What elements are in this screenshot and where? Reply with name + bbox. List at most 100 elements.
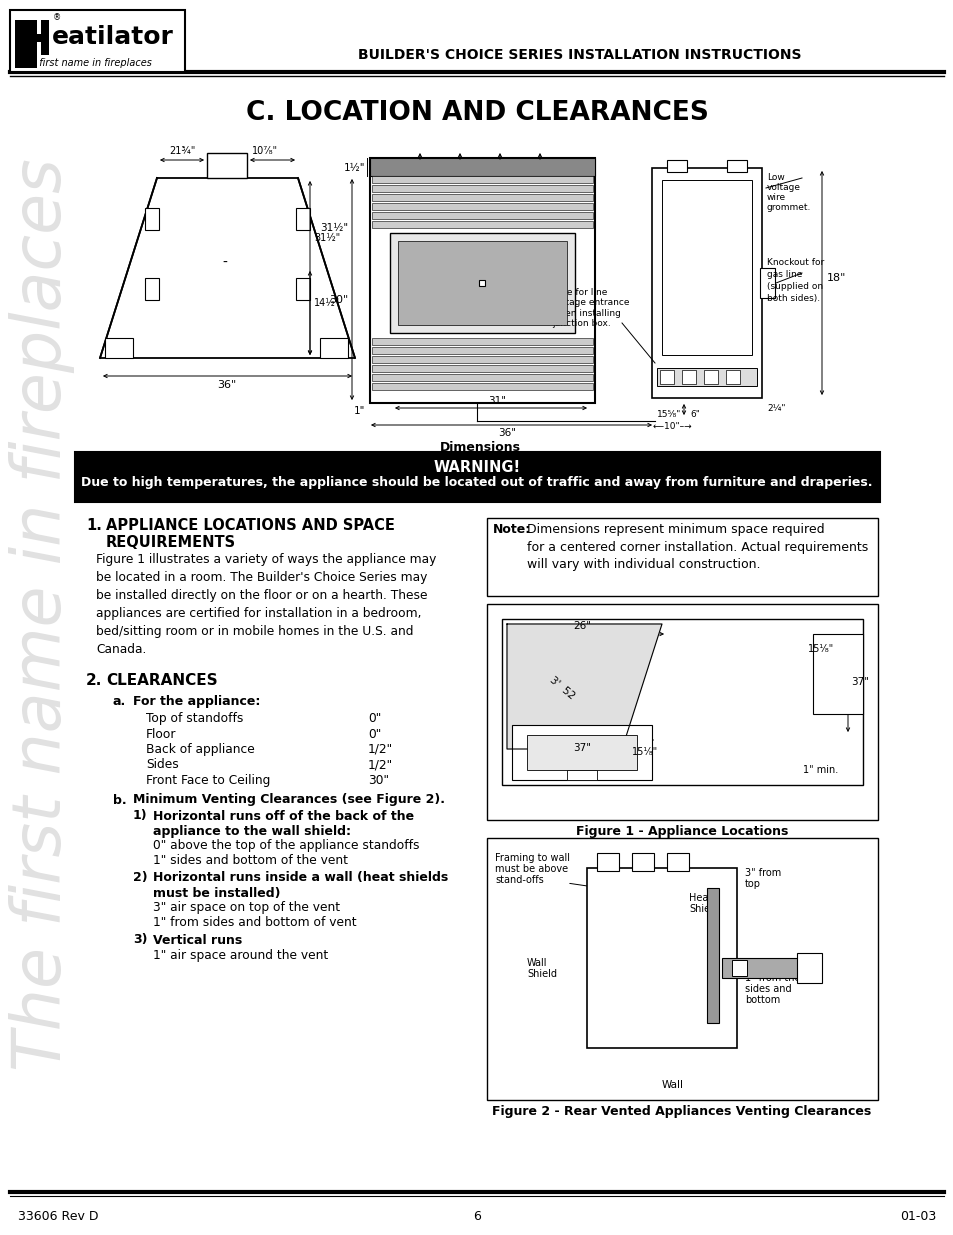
Bar: [812, 634, 862, 714]
Bar: [370, 158, 595, 177]
Text: 14½": 14½": [314, 298, 340, 308]
Text: The first name in fireplaces: The first name in fireplaces: [9, 158, 75, 1072]
Text: 15⁵⁄₈": 15⁵⁄₈": [657, 410, 680, 419]
Text: Low: Low: [766, 173, 784, 182]
Text: Sides: Sides: [146, 758, 178, 772]
Text: 36": 36": [217, 380, 236, 390]
Bar: [372, 374, 593, 382]
Text: Minimum Venting Clearances (see Figure 2).: Minimum Venting Clearances (see Figure 2…: [132, 794, 444, 806]
Bar: [586, 868, 737, 1049]
Text: C. LOCATION AND CLEARANCES: C. LOCATION AND CLEARANCES: [245, 100, 708, 126]
Text: Front Face to Ceiling: Front Face to Ceiling: [146, 774, 270, 787]
Bar: [796, 953, 821, 983]
Bar: [661, 180, 751, 354]
Bar: [390, 233, 575, 333]
Text: 1" from the: 1" from the: [744, 973, 800, 983]
Text: WARNING!: WARNING!: [433, 459, 520, 475]
Text: 18": 18": [826, 273, 845, 283]
Bar: [597, 853, 618, 871]
Text: Wall: Wall: [661, 1079, 683, 1091]
Bar: [295, 207, 310, 230]
Text: 3): 3): [132, 934, 148, 946]
Bar: [706, 888, 719, 1023]
Bar: [725, 370, 740, 384]
Bar: [478, 280, 484, 287]
Bar: [486, 604, 877, 820]
Text: Framing to wall: Framing to wall: [495, 853, 569, 863]
Text: 3'  52: 3' 52: [547, 674, 576, 701]
Bar: [372, 366, 593, 372]
Polygon shape: [506, 624, 661, 748]
Text: 1.: 1.: [86, 517, 102, 534]
Text: 0" above the top of the appliance standoffs: 0" above the top of the appliance stando…: [152, 840, 419, 852]
Bar: [145, 207, 159, 230]
Bar: [75, 452, 879, 501]
Bar: [145, 278, 159, 300]
Bar: [397, 241, 566, 325]
Bar: [372, 203, 593, 210]
Text: Dimensions: Dimensions: [439, 441, 520, 454]
Text: must be installed): must be installed): [152, 887, 280, 899]
Bar: [372, 177, 593, 183]
Bar: [372, 383, 593, 390]
Text: 1" from sides and bottom of vent: 1" from sides and bottom of vent: [152, 915, 356, 929]
Text: 1/2": 1/2": [368, 758, 393, 772]
Text: 30": 30": [329, 295, 348, 305]
Text: 36": 36": [497, 429, 516, 438]
Bar: [10, 10, 185, 72]
Text: 37": 37": [850, 677, 868, 687]
Bar: [372, 347, 593, 354]
Text: 37": 37": [573, 743, 590, 753]
Bar: [41, 20, 49, 56]
Text: ←–10"–→: ←–10"–→: [652, 422, 691, 431]
Text: Vertical runs: Vertical runs: [152, 934, 242, 946]
Text: Figure 1 - Appliance Locations: Figure 1 - Appliance Locations: [576, 825, 787, 839]
Text: Shield: Shield: [526, 969, 557, 979]
Bar: [526, 735, 637, 769]
Bar: [501, 619, 862, 785]
Text: must be above: must be above: [495, 864, 568, 874]
Text: 33606 Rev D: 33606 Rev D: [18, 1210, 98, 1223]
Text: Horizontal runs off of the back of the: Horizontal runs off of the back of the: [152, 809, 414, 823]
Bar: [486, 839, 877, 1100]
Text: 31½": 31½": [319, 224, 348, 233]
Text: Shield: Shield: [688, 904, 719, 914]
Text: a.: a.: [112, 695, 126, 708]
Bar: [372, 356, 593, 363]
Text: 1): 1): [132, 809, 148, 823]
Text: 0": 0": [368, 713, 381, 725]
Text: The first name in fireplaces: The first name in fireplaces: [18, 58, 152, 68]
Text: appliance to the wall shield:: appliance to the wall shield:: [152, 825, 351, 837]
Text: Floor: Floor: [146, 727, 176, 741]
Text: Note:: Note:: [493, 522, 531, 536]
Text: 1½": 1½": [343, 163, 365, 173]
Text: REQUIREMENTS: REQUIREMENTS: [106, 535, 236, 550]
Text: For the appliance:: For the appliance:: [132, 695, 260, 708]
Text: 6": 6": [689, 410, 700, 419]
Bar: [319, 338, 348, 358]
Text: Heat: Heat: [688, 893, 712, 903]
Text: b.: b.: [112, 794, 127, 806]
Bar: [666, 853, 688, 871]
Text: Top of standoffs: Top of standoffs: [146, 713, 243, 725]
Text: wire: wire: [766, 193, 785, 203]
Text: Horizontal runs inside a wall (heat shields: Horizontal runs inside a wall (heat shie…: [152, 872, 448, 884]
Text: 3" air space on top of the vent: 3" air space on top of the vent: [152, 902, 340, 914]
Bar: [370, 158, 595, 403]
Text: Figure 2 - Rear Vented Appliances Venting Clearances: Figure 2 - Rear Vented Appliances Ventin…: [492, 1105, 871, 1118]
Text: Due to high temperatures, the appliance should be located out of traffic and awa: Due to high temperatures, the appliance …: [81, 475, 872, 489]
Text: 1" min.: 1" min.: [802, 764, 838, 776]
Text: Back of appliance: Back of appliance: [146, 743, 254, 756]
Bar: [760, 268, 774, 298]
Bar: [372, 185, 593, 191]
Text: stand-offs: stand-offs: [495, 876, 543, 885]
Bar: [512, 725, 651, 781]
Bar: [486, 517, 877, 597]
Text: 31½": 31½": [314, 233, 340, 243]
Text: 0": 0": [368, 727, 381, 741]
Text: eatilator: eatilator: [52, 25, 173, 49]
Text: 6: 6: [473, 1210, 480, 1223]
Text: 3" from: 3" from: [744, 868, 781, 878]
Text: Wall: Wall: [526, 958, 547, 968]
Polygon shape: [100, 178, 355, 358]
